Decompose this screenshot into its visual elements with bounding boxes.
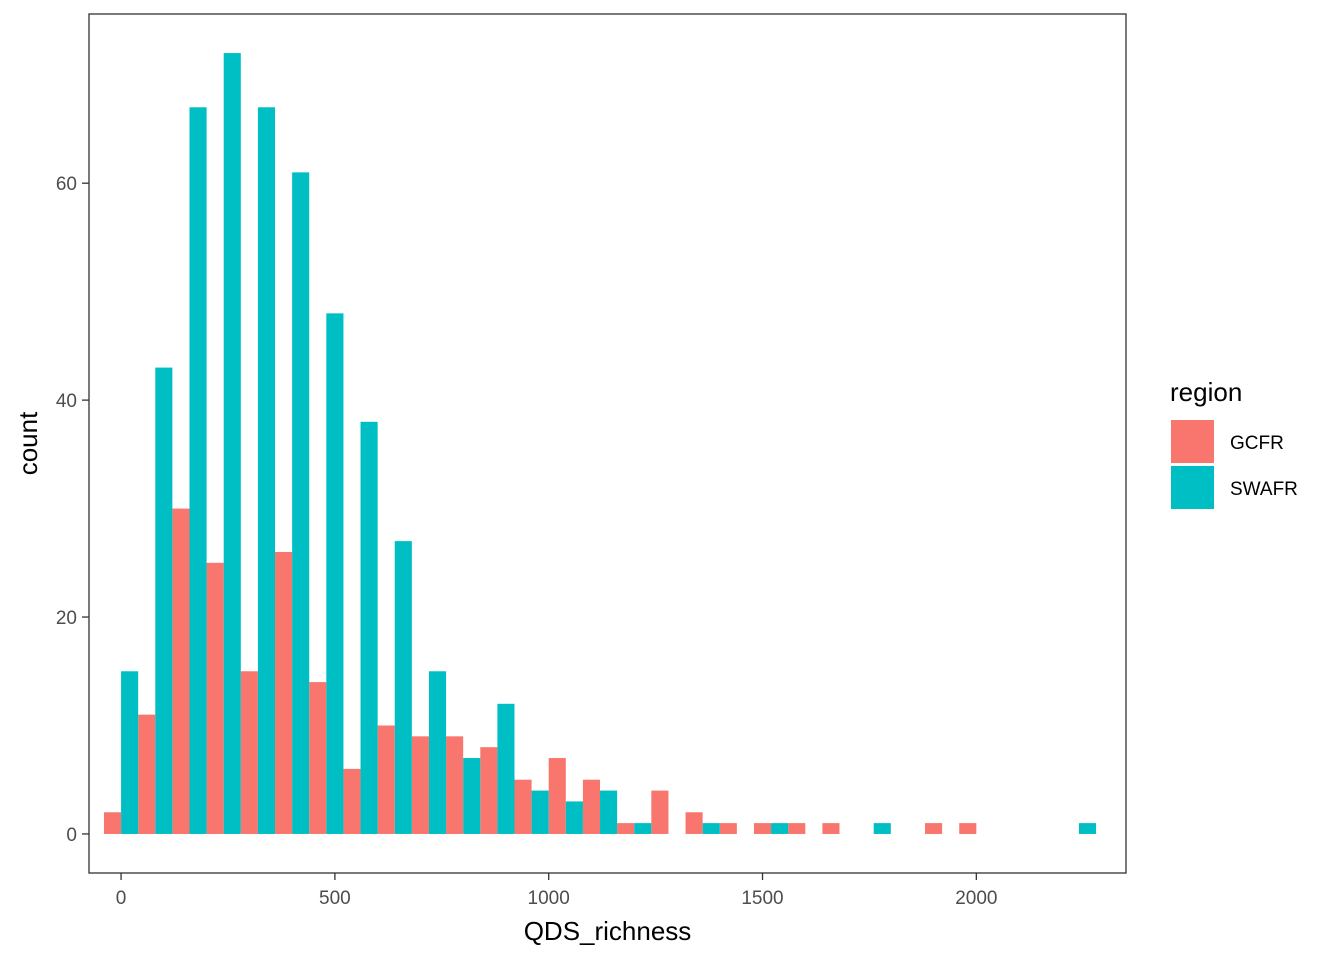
bar-gcfr-1280 [651,790,669,834]
bar-gcfr-2000 [959,823,977,834]
bar-gcfr-1040 [548,758,566,834]
x-axis: 0 500 1000 1500 2000 [116,873,997,909]
bar-gcfr-1440 [719,823,737,834]
bar-swafr-1120 [600,790,618,834]
y-tick-label-60: 60 [56,174,77,195]
x-tick-label-500: 500 [319,888,351,909]
y-tick-label-40: 40 [56,391,77,412]
bar-swafr-560 [360,421,378,834]
bar-swafr-2240 [1078,823,1097,834]
x-axis-title: QDS_richness [524,916,692,946]
bar-gcfr-1920 [925,823,943,834]
legend-key-gcfr [1171,420,1214,463]
y-tick-label-0: 0 [66,825,77,846]
bar-swafr-480 [326,313,344,834]
legend-key-swafr [1171,466,1214,509]
bar-gcfr-1520 [753,823,772,834]
bar-gcfr-640 [377,725,395,834]
bars-group [103,53,1097,834]
bar-swafr-1040 [565,801,583,834]
bar-swafr-1760 [873,823,891,834]
bar-gcfr-1600 [788,823,806,834]
bar-swafr-800 [463,758,481,834]
bar-gcfr-560 [343,768,361,834]
bar-gcfr-0 [103,812,122,834]
bar-gcfr-1120 [582,779,601,834]
bar-gcfr-320 [240,671,258,834]
bar-swafr-0 [121,671,139,834]
bar-swafr-160 [189,107,207,834]
y-axis-title: count [13,411,43,475]
bar-gcfr-1200 [617,823,635,834]
bar-swafr-1360 [702,823,720,834]
legend-title: region [1170,377,1242,407]
legend-label-gcfr: GCFR [1230,433,1284,454]
x-tick-label-1500: 1500 [741,888,783,909]
bar-swafr-80 [155,367,173,834]
legend-label-swafr: SWAFR [1230,479,1298,500]
bar-gcfr-400 [275,551,293,834]
bar-swafr-320 [257,107,276,834]
bar-swafr-640 [394,541,412,834]
bar-swafr-880 [497,703,515,834]
bar-gcfr-880 [480,747,498,834]
bar-swafr-960 [531,790,549,834]
x-tick-label-0: 0 [116,888,127,909]
bar-gcfr-80 [138,714,156,834]
y-axis: 0 20 40 60 [56,174,89,846]
bar-gcfr-800 [446,736,464,834]
bar-swafr-400 [292,172,310,834]
y-tick-label-20: 20 [56,608,77,629]
x-tick-label-1000: 1000 [528,888,570,909]
x-tick-label-2000: 2000 [955,888,997,909]
bar-swafr-720 [428,671,447,834]
bar-gcfr-160 [172,508,190,834]
bar-gcfr-1680 [822,823,840,834]
bar-swafr-1200 [634,823,652,834]
bar-gcfr-960 [514,779,532,834]
bar-swafr-240 [223,53,241,834]
bar-gcfr-480 [309,682,327,834]
bar-gcfr-240 [206,562,224,834]
bar-gcfr-1360 [685,812,703,834]
plot-panel-border [88,13,1127,874]
bar-gcfr-720 [411,736,429,834]
bar-swafr-1520 [771,823,789,834]
legend: region GCFR SWAFR [1170,377,1298,509]
